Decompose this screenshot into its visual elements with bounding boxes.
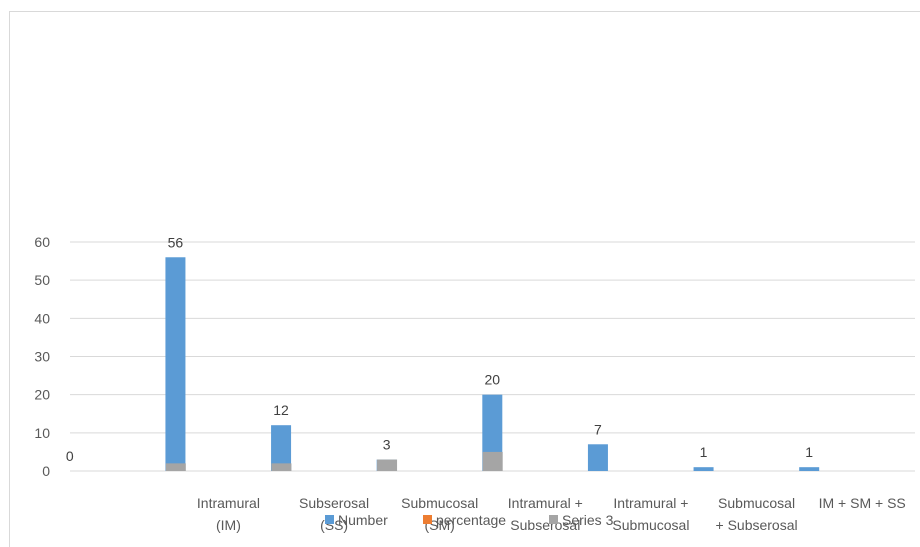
- x-category-label: Subserosal: [510, 517, 580, 533]
- x-category-label: (SM): [425, 517, 455, 533]
- y-tick-label: 40: [34, 310, 50, 326]
- legend-label-number: Number: [338, 512, 388, 528]
- x-category-label: Submucosal: [401, 495, 478, 511]
- y-tick-label: 30: [34, 349, 50, 365]
- bar-series-3-2: [377, 459, 398, 471]
- bar-number-6: [693, 467, 714, 471]
- data-label: 0: [66, 448, 74, 464]
- x-category-label: + Subserosal: [716, 517, 798, 533]
- data-label: 1: [700, 444, 708, 460]
- x-category-label: Subserosal: [299, 495, 369, 511]
- x-category-label: Intramural +: [613, 495, 688, 511]
- y-tick-label: 50: [34, 272, 50, 288]
- legend-label-percentage: percentage: [436, 512, 506, 528]
- chart-frame: [9, 11, 920, 547]
- x-category-label: IM + SM + SS: [819, 495, 906, 511]
- bar-number-7: [799, 467, 820, 471]
- x-category-label: (IM): [216, 517, 241, 533]
- data-label: 1: [805, 444, 813, 460]
- data-label: 7: [594, 421, 602, 437]
- x-category-label: Submucosal: [718, 495, 795, 511]
- y-tick-label: 60: [34, 234, 50, 250]
- legend-swatch-percentage: [423, 515, 432, 524]
- legend-swatch-number: [325, 515, 334, 524]
- data-label: 3: [383, 437, 391, 453]
- x-category-label: Intramural +: [508, 495, 583, 511]
- bar-series-3-3: [482, 451, 503, 471]
- y-tick-label: 10: [34, 425, 50, 441]
- x-category-label: Submucosal: [612, 517, 689, 533]
- bar-series-3-0: [165, 463, 186, 471]
- legend-swatch-series-3: [549, 515, 558, 524]
- data-label: 20: [485, 372, 501, 388]
- bar-series-3-1: [271, 463, 292, 471]
- bar-number-1: [165, 257, 186, 471]
- bar-number-2: [271, 425, 292, 471]
- bar-number-5: [587, 444, 608, 471]
- data-label: 12: [273, 402, 289, 418]
- y-tick-label: 0: [42, 463, 50, 479]
- x-category-label: Intramural: [197, 495, 260, 511]
- data-label: 56: [168, 234, 184, 250]
- y-tick-label: 20: [34, 387, 50, 403]
- legend-label-series-3: Series 3: [562, 512, 614, 528]
